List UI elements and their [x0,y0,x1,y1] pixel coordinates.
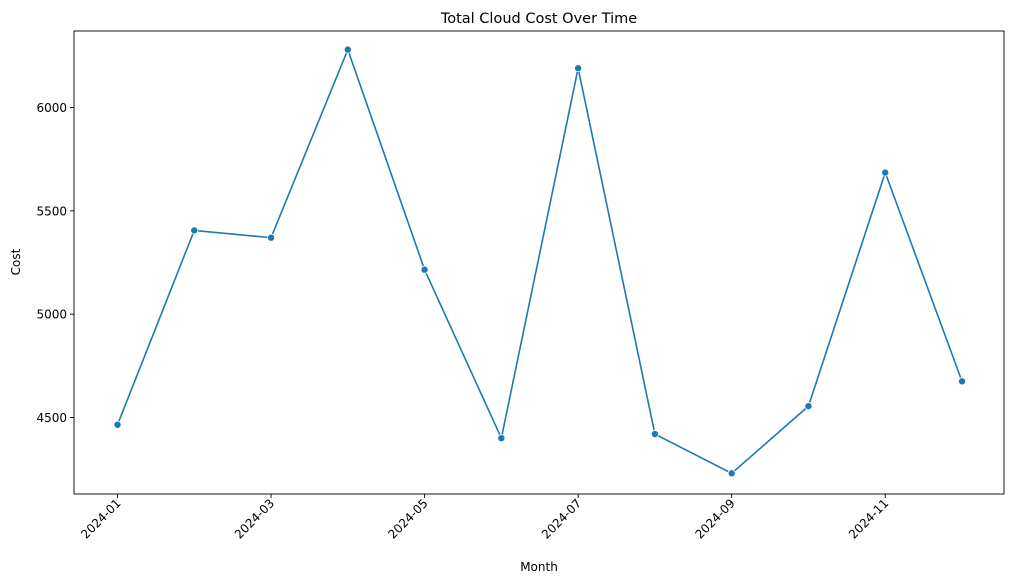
data-point [497,434,506,443]
data-point [190,226,199,235]
y-tick-label: 6000 [36,101,67,115]
y-tick-label: 5000 [36,308,67,322]
series-line [116,47,963,475]
x-tick-label: 2024-01 [78,496,123,541]
chart-title: Total Cloud Cost Over Time [440,11,637,27]
y-tick-label: 5500 [36,204,67,218]
y-tick-label: 4500 [36,411,67,425]
x-tick-label: 2024-09 [692,496,737,541]
y-axis-title: Cost [9,248,23,275]
data-points [113,45,967,478]
x-axis: 2024-01 2024-03 2024-05 2024-07 2024-09 2024-… [78,494,891,542]
x-tick-label: 2024-05 [385,496,430,541]
plot-area [73,30,1005,495]
data-point [881,168,890,177]
data-point [420,265,429,274]
data-point [574,64,583,73]
data-point [727,469,736,478]
data-point [650,430,659,439]
data-point [113,420,122,429]
x-tick-label: 2024-07 [539,496,584,541]
x-axis-title: Month [520,560,558,574]
data-point [804,402,813,411]
y-axis: 4500 5000 5500 6000 [36,101,74,425]
data-point [958,377,967,386]
x-tick-label: 2024-11 [846,496,891,541]
x-tick-label: 2024-03 [232,496,277,541]
data-point [267,233,276,242]
data-point [343,45,352,54]
